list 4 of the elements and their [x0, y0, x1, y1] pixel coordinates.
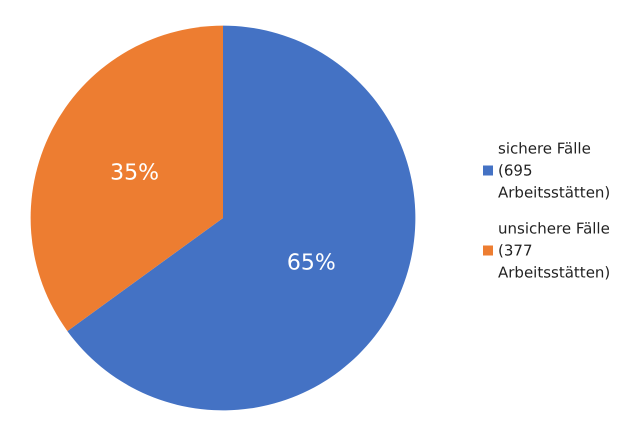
data-label: 65%: [286, 250, 336, 276]
data-label: 35%: [110, 160, 160, 186]
legend-label: sichere Fälle (695 Arbeitsstätten): [498, 140, 610, 202]
legend-label: unsichere Fälle (377 Arbeitsstätten): [498, 220, 615, 282]
